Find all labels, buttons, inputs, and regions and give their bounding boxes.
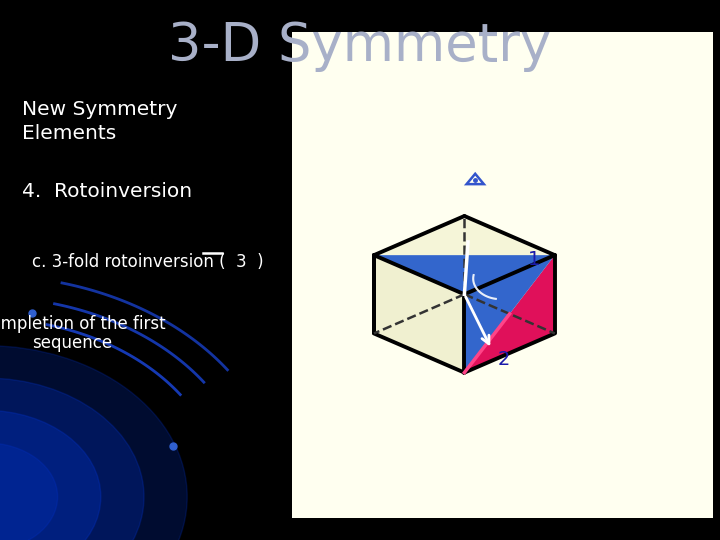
Text: 3-D Symmetry: 3-D Symmetry [168,20,552,72]
Circle shape [0,410,101,540]
Polygon shape [464,255,555,373]
Text: Completion of the first: Completion of the first [0,315,166,333]
Circle shape [0,378,144,540]
Text: c. 3-fold rotoinversion (  3  ): c. 3-fold rotoinversion ( 3 ) [32,253,264,271]
Text: New Symmetry
Elements: New Symmetry Elements [22,100,177,143]
Text: 1: 1 [528,250,540,269]
Polygon shape [464,255,555,373]
Text: 2: 2 [498,350,510,369]
Text: 4.  Rotoinversion: 4. Rotoinversion [22,182,192,201]
Text: sequence: sequence [32,334,112,352]
Polygon shape [374,216,555,255]
Bar [292,32,713,518]
Polygon shape [374,255,464,373]
Circle shape [0,346,187,540]
Circle shape [0,443,58,540]
Polygon shape [374,255,555,294]
Polygon shape [464,216,555,333]
